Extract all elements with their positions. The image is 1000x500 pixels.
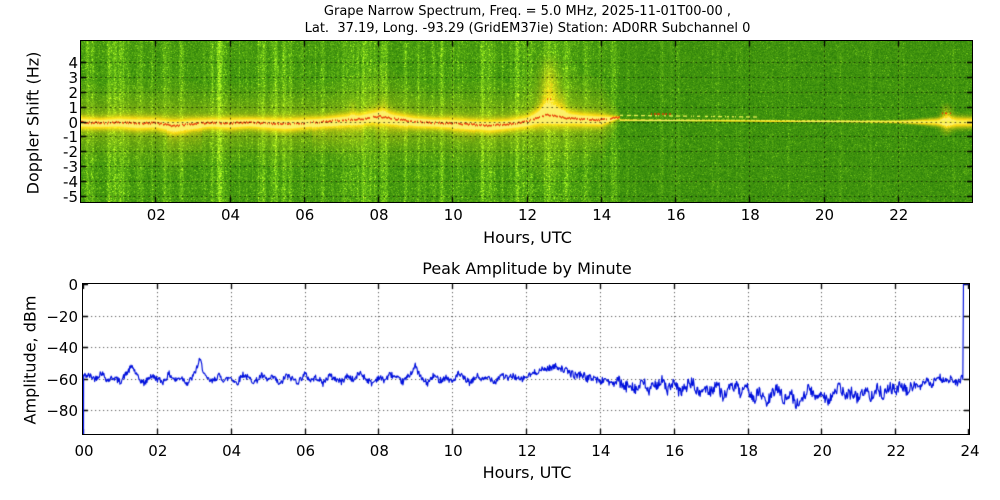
spec-y-tick-label: -3	[63, 158, 78, 177]
spectrogram-canvas	[81, 41, 972, 202]
spec-x-tick-label: 12	[517, 206, 538, 224]
spec-y-tick-label: -5	[63, 188, 78, 207]
spec-x-tick-label: 10	[443, 206, 463, 224]
spec-y-tick-label: 3	[68, 68, 78, 87]
amp-y-tick-label: −20	[46, 307, 78, 326]
spec-y-tick-label: -1	[63, 128, 78, 147]
spec-x-tick-label: 20	[814, 206, 835, 224]
amp-x-tick-label: 18	[738, 442, 759, 460]
spec-x-tick-label: 06	[295, 206, 315, 224]
spec-y-tick-label: 0	[68, 113, 78, 132]
amp-y-tick-label: −80	[46, 402, 78, 421]
spec-x-tick-label: 08	[369, 206, 389, 224]
spec-x-tick-label: 22	[889, 206, 909, 224]
amplitude-title: Peak Amplitude by Minute	[422, 259, 632, 278]
amp-x-tick-label: 22	[886, 442, 906, 460]
spec-y-tick-label: 4	[68, 53, 78, 72]
amp-x-tick-label: 10	[443, 442, 463, 460]
amp-x-tick-label: 12	[517, 442, 537, 460]
amp-y-tick-label: 0	[68, 276, 78, 294]
amp-x-tick-label: 24	[960, 442, 980, 460]
spectrogram-title-line2: Lat. 37.19, Long. -93.29 (GridEM37ie) St…	[304, 21, 751, 36]
spec-y-tick-label: -4	[63, 173, 78, 192]
spectrogram-xlabel: Hours, UTC	[483, 228, 572, 247]
amp-y-tick-label: −40	[46, 339, 78, 358]
amp-x-tick-label: 00	[74, 442, 94, 460]
amp-x-tick-label: 02	[148, 442, 168, 460]
amp-y-tick-label: −60	[46, 370, 78, 389]
spec-x-tick-label: 18	[740, 206, 760, 224]
amplitude-xlabel: Hours, UTC	[482, 463, 572, 482]
amp-x-tick-label: 04	[222, 442, 242, 460]
spec-y-tick-label: 1	[68, 98, 78, 117]
amp-x-tick-label: 14	[591, 442, 611, 460]
spec-y-tick-label: -2	[63, 143, 78, 162]
spec-x-tick-label: 14	[592, 206, 612, 224]
spec-x-tick-label: 16	[666, 206, 686, 224]
amplitude-canvas	[83, 284, 969, 434]
spec-y-tick-label: 2	[68, 83, 78, 102]
amp-x-tick-label: 20	[812, 442, 832, 460]
spec-x-tick-label: 02	[146, 206, 166, 224]
spec-x-tick-label: 04	[220, 206, 241, 224]
amp-x-tick-label: 06	[295, 442, 316, 460]
amplitude-plot	[82, 283, 970, 435]
amp-x-tick-label: 08	[369, 442, 389, 460]
spectrogram-title-line1: Grape Narrow Spectrum, Freq. = 5.0 MHz, …	[323, 4, 732, 19]
spectrogram-plot	[80, 40, 973, 203]
amp-x-tick-label: 16	[665, 442, 685, 460]
